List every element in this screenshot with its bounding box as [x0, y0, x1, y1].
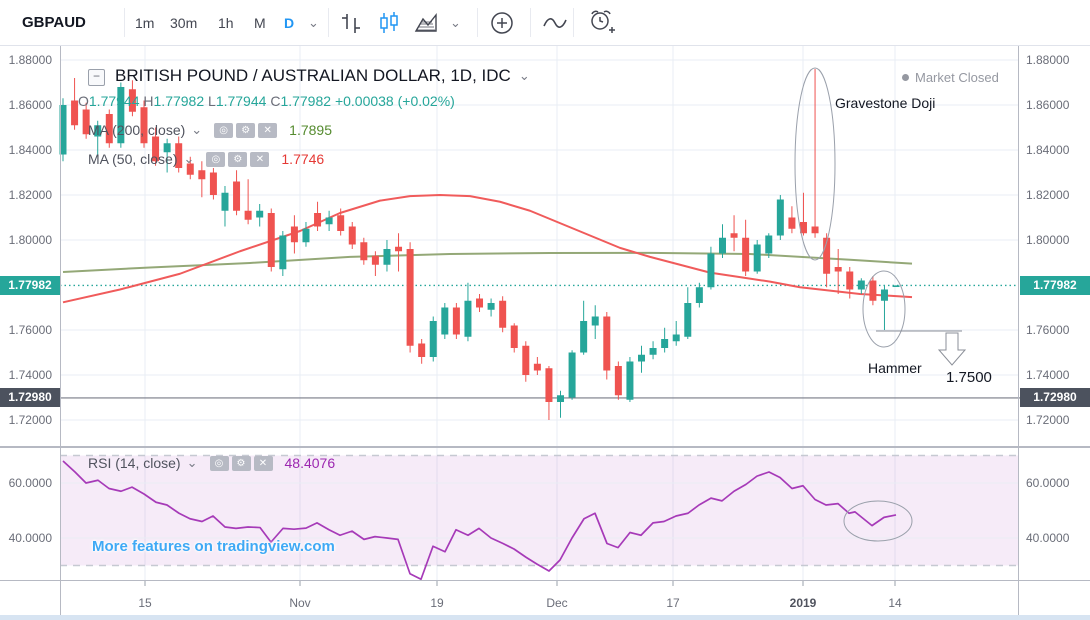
- ohlc-readout: O 1.77944 H 1.77982 L 1.77944 C 1.77982 +0.0…: [78, 93, 455, 109]
- window-bottom-edge: [0, 615, 1090, 620]
- rsi-tick-label-right: 60.0000: [1026, 476, 1070, 490]
- hammer-label[interactable]: Hammer: [868, 360, 922, 376]
- interval-button-D[interactable]: D: [284, 14, 295, 31]
- time-tick-label: 14: [888, 596, 902, 610]
- line-tool-icon[interactable]: [540, 0, 570, 45]
- toolbar-separator: [477, 8, 478, 37]
- ma50-value: 1.7746: [281, 151, 325, 167]
- compare-plus-icon[interactable]: [488, 0, 516, 45]
- style-chevron-down-icon[interactable]: ⌄: [450, 14, 461, 30]
- ma200-settings-icon[interactable]: ⚙: [236, 122, 256, 138]
- interval-button-1m[interactable]: 1m: [135, 14, 155, 31]
- ma200-visibility-icon[interactable]: ◎: [214, 122, 234, 138]
- interval-button-1h[interactable]: 1h: [218, 14, 234, 31]
- price-tick-label-left: 1.76000: [8, 323, 52, 337]
- market-closed-status: Market Closed: [902, 70, 999, 85]
- interval-button-M[interactable]: M: [254, 14, 266, 31]
- price-tick-label-left: 1.88000: [8, 53, 52, 67]
- last-price-badge-right: 1.77982: [1020, 275, 1090, 295]
- price-tick-label-right: 1.86000: [1026, 98, 1070, 112]
- rsi-visibility-icon[interactable]: ◎: [209, 455, 229, 471]
- price-tick-label-right: 1.82000: [1026, 188, 1070, 202]
- ma200-label[interactable]: MA (200, close): [88, 122, 186, 138]
- time-tick-label: 19: [430, 596, 444, 610]
- ma200-remove-icon[interactable]: ✕: [258, 122, 278, 138]
- chart-toolbar: GBPAUD 1m 30m 1h M D ⌄ ⌄: [0, 0, 1090, 46]
- time-tick-label: 17: [666, 596, 680, 610]
- rsi-tick-label-left: 60.0000: [8, 476, 52, 490]
- toolbar-separator: [124, 8, 125, 37]
- price-tick-label-right: 1.72000: [1026, 413, 1070, 427]
- price-tick-label-right: 1.84000: [1026, 143, 1070, 157]
- time-tick-label: Nov: [289, 596, 311, 610]
- level-badge-right: 1.72980: [1020, 388, 1090, 408]
- time-tick-label: 15: [138, 596, 152, 610]
- rsi-label[interactable]: RSI (14, close): [88, 455, 181, 471]
- left-axis-border: [60, 45, 61, 615]
- ma50-label[interactable]: MA (50, close): [88, 151, 178, 167]
- price-tick-label-left: 1.86000: [8, 98, 52, 112]
- panel-separator[interactable]: [0, 446, 1090, 448]
- rsi-remove-icon[interactable]: ✕: [253, 455, 273, 471]
- time-axis-border: [0, 580, 1090, 581]
- ma50-visibility-icon[interactable]: ◎: [206, 151, 226, 167]
- price-tick-label-left: 1.80000: [8, 233, 52, 247]
- rsi-settings-icon[interactable]: ⚙: [231, 455, 251, 471]
- tradingview-watermark-link[interactable]: More features on tradingview.com: [92, 538, 335, 555]
- rsi-tick-label-right: 40.0000: [1026, 531, 1070, 545]
- last-price-badge-left: 1.77982: [0, 275, 60, 295]
- level-badge-left: 1.72980: [0, 388, 60, 408]
- market-closed-dot-icon: [902, 74, 909, 81]
- gravestone-doji-label[interactable]: Gravestone Doji: [835, 95, 936, 111]
- right-axis-border: [1018, 45, 1019, 615]
- price-tick-label-left: 1.84000: [8, 143, 52, 157]
- price-tick-label-right: 1.88000: [1026, 53, 1070, 67]
- alert-clock-icon[interactable]: [585, 0, 617, 45]
- ma50-settings-icon[interactable]: ⚙: [228, 151, 248, 167]
- price-tick-label-right: 1.74000: [1026, 368, 1070, 382]
- symbol-button[interactable]: GBPAUD: [22, 14, 86, 31]
- price-tick-label-left: 1.72000: [8, 413, 52, 427]
- price-tick-label-right: 1.80000: [1026, 233, 1070, 247]
- price-tick-label-left: 1.74000: [8, 368, 52, 382]
- toolbar-separator: [328, 8, 329, 37]
- symbol-title[interactable]: BRITISH POUND / AUSTRALIAN DOLLAR, 1D, I…: [115, 66, 511, 85]
- toolbar-separator: [530, 8, 531, 37]
- rsi-tick-label-left: 40.0000: [8, 531, 52, 545]
- rsi-value: 48.4076: [284, 455, 336, 471]
- area-icon[interactable]: [413, 0, 441, 45]
- price-tick-label-left: 1.82000: [8, 188, 52, 202]
- candles-icon[interactable]: [376, 0, 402, 45]
- legend-collapse-button[interactable]: −: [88, 69, 105, 86]
- rsi-chevron-down-icon[interactable]: ⌄: [186, 455, 198, 470]
- title-chevron-down-icon[interactable]: ⌄: [518, 68, 530, 83]
- ma200-chevron-down-icon[interactable]: ⌄: [191, 122, 203, 137]
- ma50-chevron-down-icon[interactable]: ⌄: [183, 151, 195, 166]
- target-price-label[interactable]: 1.7500: [946, 369, 992, 386]
- time-tick-label: 2019: [789, 596, 817, 610]
- interval-button-30m[interactable]: 30m: [170, 14, 198, 31]
- bars-icon[interactable]: [338, 0, 364, 45]
- price-tick-label-right: 1.76000: [1026, 323, 1070, 337]
- interval-chevron-down-icon[interactable]: ⌄: [308, 14, 319, 30]
- ma200-value: 1.7895: [289, 122, 332, 138]
- toolbar-separator: [573, 8, 574, 37]
- ma50-remove-icon[interactable]: ✕: [250, 151, 270, 167]
- time-tick-label: Dec: [546, 596, 568, 610]
